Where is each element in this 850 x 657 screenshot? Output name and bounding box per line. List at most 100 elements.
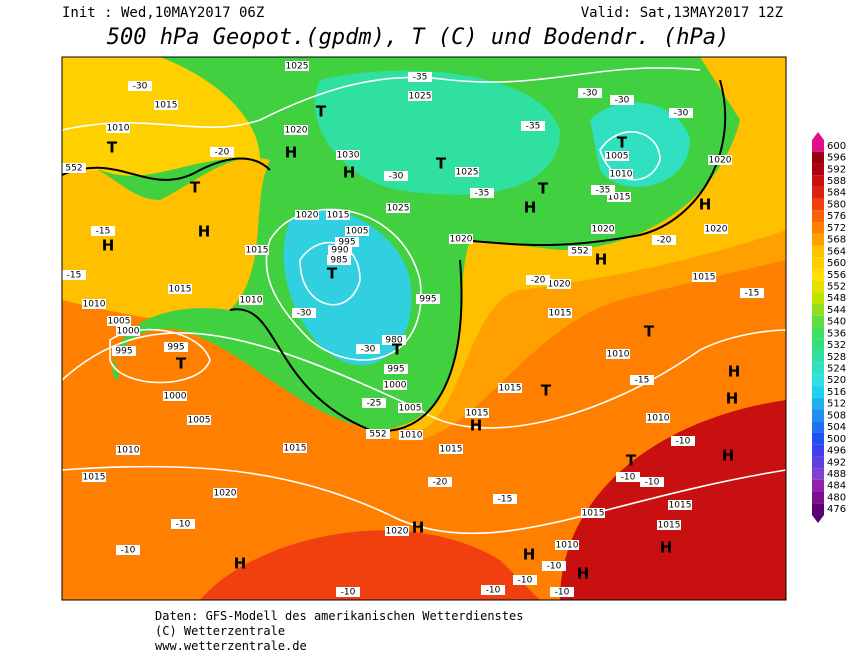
colorbar-label: 488 [827,469,846,480]
pressure-center: H [577,565,590,583]
isoline-label: 1000 [164,392,187,402]
colorbar-swatch [812,175,824,187]
pressure-center: T [538,180,549,198]
isoline-label: -10 [547,562,562,572]
colorbar-label: 484 [827,481,846,492]
isoline-label: -10 [555,588,570,598]
pressure-center: T [644,323,655,341]
label-box [547,279,571,289]
isoline-label: -15 [67,271,82,281]
label-box [295,210,319,220]
isoline-label: 1010 [400,431,423,441]
isoline-label: -10 [645,478,660,488]
pressure-center: H [412,519,425,537]
isoline-label: 1030 [337,151,360,161]
colorbar-label: 572 [827,223,846,234]
colorbar-swatch [812,257,824,269]
pressure-center: H [343,164,356,182]
isoline-label: -35 [526,122,541,132]
label-box [239,295,263,305]
isoline-label: 995 [338,238,355,248]
label-box [408,72,432,82]
isobar [265,208,422,361]
isoline-label: 1025 [387,204,410,214]
label-box [385,526,409,536]
colorbar-label: 560 [827,258,846,269]
isoline-label: 1015 [499,384,522,394]
colorbar-swatch [812,280,824,293]
colorbar-label: 532 [827,340,846,351]
isoline-label: -30 [361,345,376,355]
isobar [62,465,786,535]
pressure-center: H [595,251,608,269]
label-box [652,235,676,245]
isoline-label: 995 [419,295,436,305]
colorbar-swatch [812,432,824,445]
label-box [399,430,423,440]
isoline-label: -25 [367,399,382,409]
cold-pool-east [590,102,690,187]
colorbar-swatch [812,222,824,234]
isoline-label: 1010 [240,296,263,306]
isoline-label: 1020 [296,211,319,221]
label-box [106,123,130,133]
isobar [109,328,211,384]
colorbar-swatch [812,386,824,398]
isoline-label: -20 [215,148,230,158]
pressure-center: T [617,134,628,152]
isoline-label: -10 [518,576,533,586]
isoline-label: 1010 [610,170,633,180]
pressure-center: H [722,447,735,465]
isoline-label: 1015 [582,509,605,519]
label-box [284,125,308,135]
colorbar-label: 556 [827,270,846,281]
map-title: 500 hPa Geopot.(gpdm), T (C) und Bodendr… [107,25,730,50]
pressure-center: H [285,144,298,162]
pressure-center: T [190,179,201,197]
label-box [668,500,692,510]
isobar [62,329,786,429]
label-box [384,364,408,374]
isoline-label: -15 [745,289,760,299]
pressure-center: T [316,103,327,121]
colorbar-label: 596 [827,153,846,164]
isoline-label: -30 [297,309,312,319]
isoline-label: 1025 [286,62,309,72]
isoline-label: 552 [369,430,386,440]
label-box [362,398,386,408]
colorbar-label: 544 [827,305,846,316]
colorbar-label: 564 [827,246,846,257]
colorbar-label: 508 [827,410,846,421]
isoline-label: -30 [615,96,630,106]
label-box [345,226,369,236]
label-box [116,545,140,555]
pressure-center: T [327,265,338,283]
contour-552 [62,79,727,246]
pressure-center: H [524,199,537,217]
colorbar-tip [812,515,824,523]
colorbar-label: 524 [827,364,846,375]
colorbar-swatch [812,292,824,305]
colorbar-label: 552 [827,281,846,292]
isoline-label: 1020 [386,527,409,537]
label-box [283,443,307,453]
colorbar-swatch [812,304,824,316]
isoline-label: 1025 [456,168,479,178]
label-box [62,270,86,280]
label-box [465,408,489,418]
isoline-label: 1005 [346,227,369,237]
isoline-label: 995 [115,347,132,357]
pressure-center: H [523,546,536,564]
label-box [384,171,408,181]
label-box [591,224,615,234]
isoline-label: -20 [531,276,546,286]
colorbar-swatch [812,491,824,504]
label-box [692,272,716,282]
label-box [164,342,188,352]
colorbar-label: 588 [827,176,846,187]
label-box [285,61,309,71]
label-box [616,472,640,482]
isoline-label: 1010 [647,414,670,424]
label-box [128,81,152,91]
label-box [550,587,574,597]
